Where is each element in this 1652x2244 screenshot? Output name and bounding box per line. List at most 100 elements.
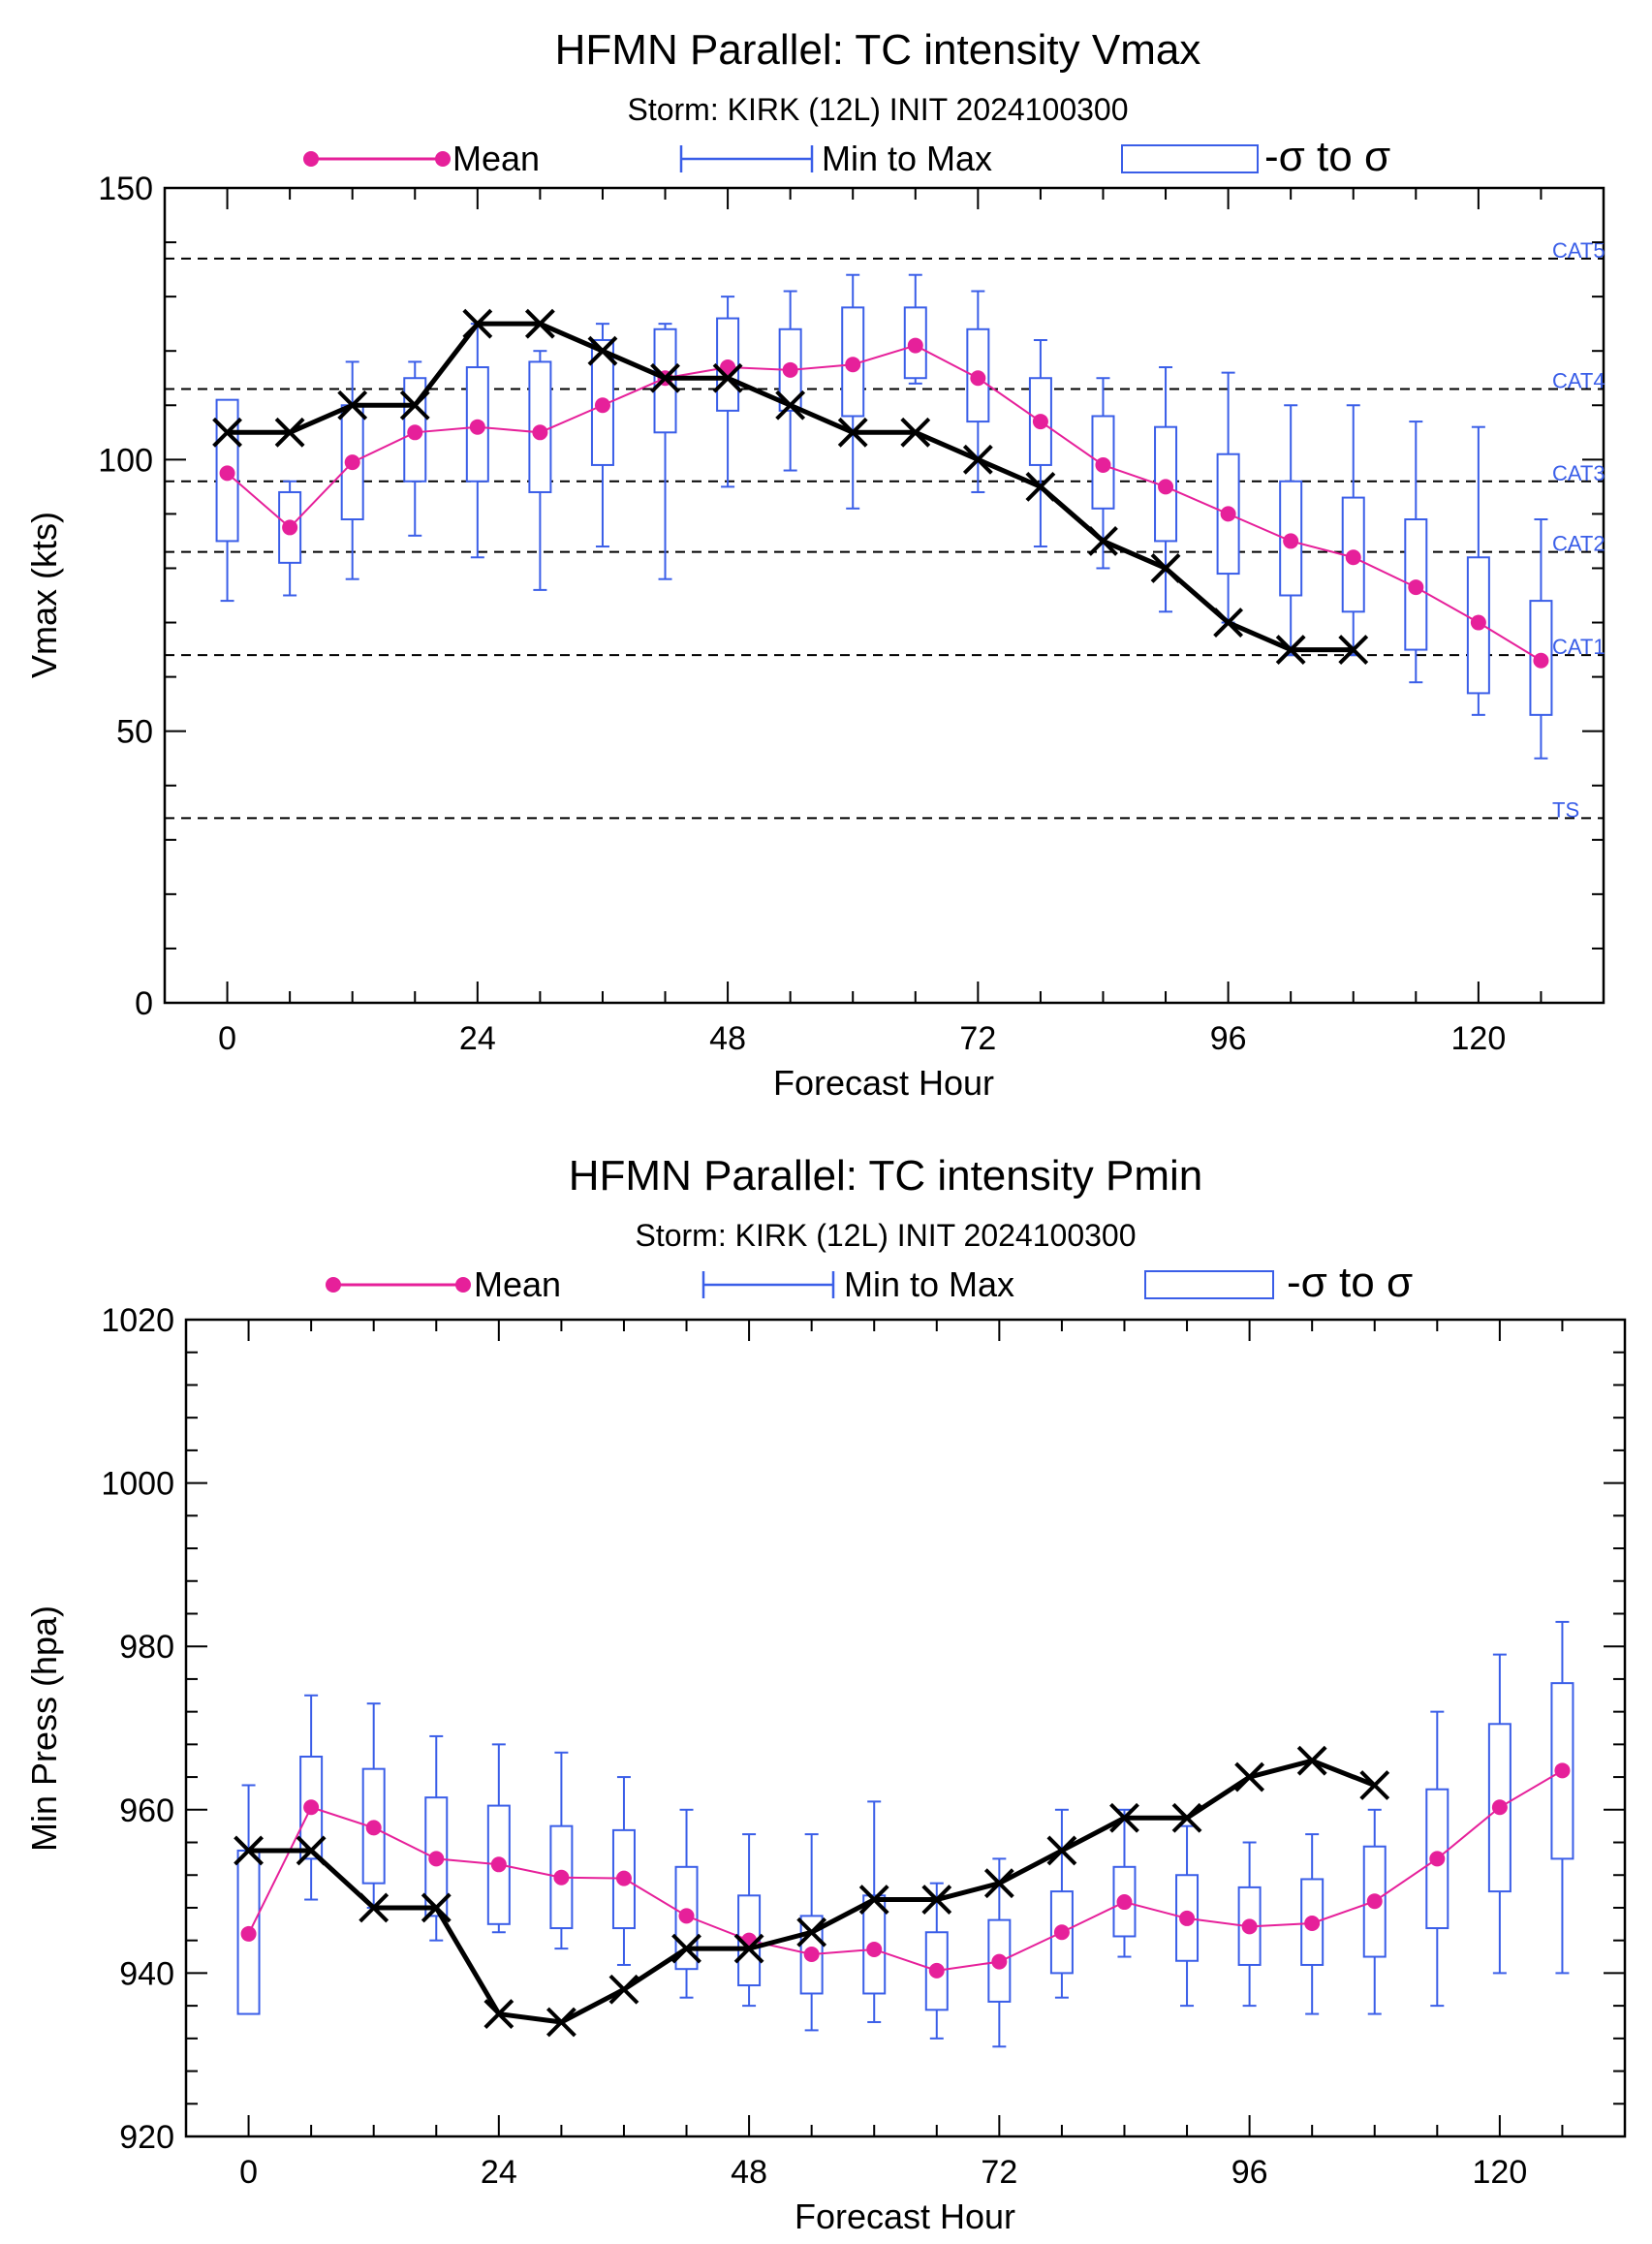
mean-point xyxy=(407,424,423,441)
legend-mean-marker xyxy=(435,151,451,167)
mean-point xyxy=(240,1925,257,1942)
observed-point xyxy=(796,1917,827,1948)
observed-point-stroke xyxy=(837,417,868,448)
pmin-chart: HFMN Parallel: TC intensity Pmin Storm: … xyxy=(24,1152,1627,2236)
observed-point xyxy=(900,417,931,448)
legend-mean-marker xyxy=(455,1277,471,1293)
observed-point xyxy=(712,362,743,393)
mean-point xyxy=(344,454,360,471)
observed-point-stroke xyxy=(1338,635,1369,665)
mean-point xyxy=(928,1962,945,1979)
mean-point xyxy=(282,519,298,536)
observed-point xyxy=(1338,635,1369,665)
observed-point xyxy=(858,1885,889,1915)
observed-point-stroke xyxy=(483,1999,514,2029)
vmax-chart-subtitle: Storm: KIRK (12L) INIT 2024100300 xyxy=(627,92,1128,127)
observed-point-stroke xyxy=(1171,1802,1202,1833)
y-tick-label: 100 xyxy=(98,442,153,479)
observed-point-stroke xyxy=(421,1892,452,1923)
observed-point-stroke xyxy=(1234,1761,1265,1792)
observed-point xyxy=(1171,1802,1202,1833)
y-tick-label: 960 xyxy=(119,1792,174,1829)
mean-point xyxy=(1491,1799,1508,1816)
observed-point xyxy=(1234,1761,1265,1792)
pmin-chart-subtitle: Storm: KIRK (12L) INIT 2024100300 xyxy=(635,1218,1136,1253)
mean-point xyxy=(469,419,485,435)
y-tick-label: 50 xyxy=(116,714,153,751)
observed-point-stroke xyxy=(962,444,993,475)
mean-point xyxy=(1429,1851,1446,1867)
legend-mean-label: Mean xyxy=(474,1264,561,1304)
observed-point xyxy=(1109,1802,1139,1833)
mean-point xyxy=(1533,652,1549,669)
observed-point-stroke xyxy=(462,308,493,339)
mean-point xyxy=(1366,1893,1383,1910)
y-tick-label: 980 xyxy=(119,1629,174,1666)
x-tick-label: 96 xyxy=(1231,2154,1268,2191)
mean-point xyxy=(490,1856,507,1873)
mean-point xyxy=(303,1799,320,1816)
x-tick-label: 120 xyxy=(1451,1020,1507,1057)
mean-point xyxy=(365,1820,382,1836)
observed-point-stroke xyxy=(858,1885,889,1915)
mean-point xyxy=(594,397,610,414)
mean-point xyxy=(1116,1894,1133,1911)
mean-point xyxy=(428,1851,445,1867)
mean-point xyxy=(532,424,548,441)
mean-point xyxy=(907,337,923,354)
legend-sigma-box xyxy=(1144,1270,1274,1299)
observed-point xyxy=(650,362,680,393)
observed-point xyxy=(1088,526,1118,556)
mean-point xyxy=(866,1941,883,1957)
pmin-legend: Mean Min to Max -σ to σ xyxy=(326,1259,1413,1306)
observed-point-stroke xyxy=(1109,1802,1139,1833)
mean-point xyxy=(1179,1910,1196,1926)
mean-line xyxy=(247,1769,1563,1972)
reference-line-label: CAT2 xyxy=(1552,532,1605,556)
observed-point xyxy=(337,390,368,421)
observed-point xyxy=(671,1933,701,1964)
observed-point-stroke xyxy=(1359,1770,1390,1800)
observed-point xyxy=(587,335,618,366)
observed-point xyxy=(1296,1745,1327,1776)
observed-point xyxy=(733,1933,764,1964)
mean-point xyxy=(1408,579,1424,596)
observed-point xyxy=(212,417,242,448)
mean-point xyxy=(1032,414,1048,430)
observed-point-stroke xyxy=(296,1835,327,1866)
reference-line-label: CAT4 xyxy=(1552,368,1605,392)
mean-point xyxy=(1241,1918,1258,1935)
vmax-x-axis-label: Forecast Hour xyxy=(773,1063,994,1103)
observed-point-stroke xyxy=(900,417,931,448)
observed-point-stroke xyxy=(1296,1745,1327,1776)
y-tick-label: 1020 xyxy=(101,1302,174,1339)
observed-point-stroke xyxy=(733,1933,764,1964)
legend-sigma-label: -σ to σ xyxy=(1264,133,1390,180)
vmax-chart: HFMN Parallel: TC intensity Vmax Storm: … xyxy=(24,26,1605,1103)
x-tick-label: 0 xyxy=(239,2154,258,2191)
observed-point-stroke xyxy=(545,2007,577,2038)
observed-point-stroke xyxy=(775,390,806,421)
observed-point xyxy=(921,1885,952,1915)
observed-point-stroke xyxy=(1213,608,1244,638)
observed-point xyxy=(962,444,993,475)
mean-point xyxy=(803,1947,820,1963)
vmax-plot-frame xyxy=(163,186,1605,1005)
x-tick-label: 24 xyxy=(481,2154,517,2191)
legend-range-label: Min to Max xyxy=(844,1264,1014,1304)
x-tick-label: 96 xyxy=(1210,1020,1247,1057)
mean-point xyxy=(553,1869,570,1886)
mean-point xyxy=(1095,456,1111,473)
y-tick-label: 150 xyxy=(98,171,153,207)
observed-point-stroke xyxy=(712,362,743,393)
mean-point xyxy=(1470,614,1486,631)
reference-line-label: TS xyxy=(1552,797,1579,822)
observed-point xyxy=(462,308,493,339)
mean-point xyxy=(1554,1762,1571,1779)
observed-point xyxy=(837,417,868,448)
observed-point-stroke xyxy=(234,1835,264,1866)
observed-point-stroke xyxy=(608,1974,639,2005)
observed-point-stroke xyxy=(671,1933,701,1964)
observed-point xyxy=(483,1999,514,2029)
